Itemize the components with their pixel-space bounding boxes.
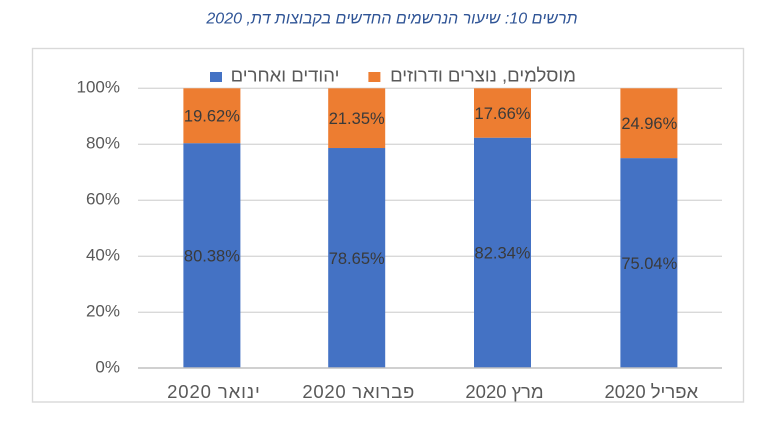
- svg-text:100%: 100%: [77, 78, 120, 97]
- svg-text:פברואר 2020: פברואר 2020: [302, 381, 415, 402]
- svg-text:78.65%: 78.65%: [329, 250, 385, 268]
- svg-text:21.35%: 21.35%: [329, 110, 385, 128]
- svg-text:יהודים ואחרים: יהודים ואחרים: [231, 65, 340, 86]
- svg-text:75.04%: 75.04%: [621, 255, 677, 273]
- svg-text:אפריל 2020: אפריל 2020: [604, 381, 698, 402]
- svg-text:מרץ 2020: מרץ 2020: [465, 381, 543, 402]
- svg-text:24.96%: 24.96%: [621, 115, 677, 133]
- svg-text:17.66%: 17.66%: [475, 105, 531, 123]
- svg-text:מוסלמים, נוצרים ודרוזים: מוסלמים, נוצרים ודרוזים: [390, 65, 576, 86]
- svg-text:0%: 0%: [95, 357, 120, 376]
- svg-text:80.38%: 80.38%: [184, 247, 240, 265]
- svg-text:ינואר 2020: ינואר 2020: [167, 381, 261, 402]
- svg-text:60%: 60%: [86, 190, 120, 209]
- svg-text:82.34%: 82.34%: [475, 245, 531, 263]
- svg-text:תרשים 10: שיעור הנרשמים החדשים: תרשים 10: שיעור הנרשמים החדשים בקבוצות ד…: [205, 10, 577, 27]
- svg-text:80%: 80%: [86, 134, 120, 153]
- svg-text:19.62%: 19.62%: [184, 108, 240, 126]
- svg-text:40%: 40%: [86, 246, 120, 265]
- svg-text:20%: 20%: [86, 302, 120, 321]
